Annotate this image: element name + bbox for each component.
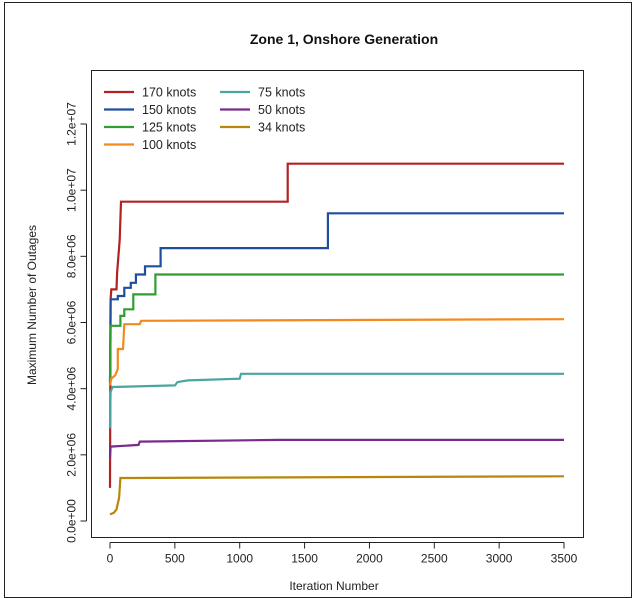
figure-border	[4, 2, 632, 598]
x-tick-label: 1500	[291, 552, 318, 566]
x-tick-label: 2000	[356, 552, 383, 566]
x-tick-label: 2500	[421, 552, 448, 566]
y-axis-title: Maximum Number of Outages	[25, 225, 39, 385]
x-tick-label: 1000	[226, 552, 253, 566]
legend-label-170-knots: 170 knots	[142, 86, 196, 100]
x-tick-label: 500	[165, 552, 185, 566]
series-line-150-knots	[108, 212, 564, 386]
series-line-170-knots	[108, 162, 564, 488]
series-line-100-knots	[108, 318, 565, 386]
legend-label-50-knots: 50 knots	[258, 103, 305, 117]
x-tick-label: 0	[107, 552, 114, 566]
legend-label-100-knots: 100 knots	[142, 138, 196, 152]
y-tick-label: 6.0e+06	[65, 300, 79, 344]
y-tick-label: 8.0e+06	[65, 234, 79, 278]
legend-label-125-knots: 125 knots	[142, 121, 196, 135]
legend-label-75-knots: 75 knots	[258, 86, 305, 100]
legend-label-34-knots: 34 knots	[258, 121, 305, 135]
series-line-125-knots	[108, 273, 564, 383]
x-axis-title: Iteration Number	[289, 579, 378, 593]
y-tick-label: 1.0e+07	[65, 168, 79, 212]
chart-title: Zone 1, Onshore Generation	[250, 31, 438, 47]
x-axis: 0 500 1000 1500 2000 2500 3000 3500	[107, 542, 578, 566]
y-axis: 0.0e+00 2.0e+06 4.0e+06 6.0e+06 8.0e+06 1.0e+…	[65, 102, 87, 543]
x-tick-label: 3000	[486, 552, 513, 566]
series-line-75-knots	[108, 372, 564, 429]
series-line-50-knots	[108, 438, 564, 459]
y-tick-label: 1.2e+07	[65, 102, 79, 146]
series-line-34-knots	[109, 475, 565, 516]
y-tick-label: 0.0e+00	[65, 499, 79, 543]
plot-area	[91, 70, 584, 538]
y-tick-label: 2.0e+06	[65, 433, 79, 477]
y-tick-label: 4.0e+06	[65, 366, 79, 410]
series-layer	[108, 162, 565, 516]
x-tick-label: 3500	[551, 552, 578, 566]
legend-label-150-knots: 150 knots	[142, 103, 196, 117]
legend: 170 knots 150 knots 125 knots 100 knots 75 k…	[104, 86, 305, 152]
